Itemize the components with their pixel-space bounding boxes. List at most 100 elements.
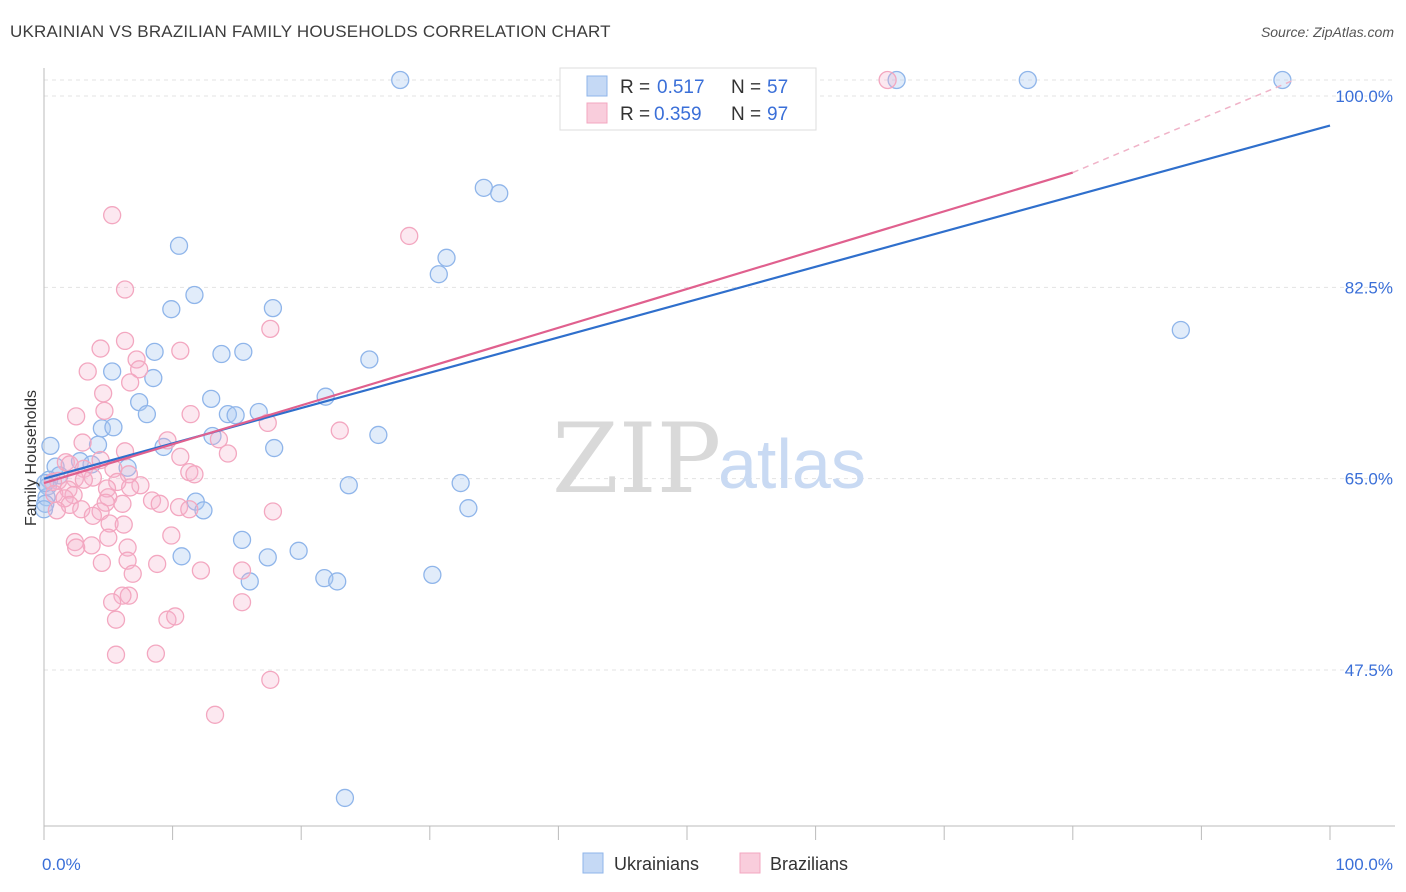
point-ukrainians-4 (474, 178, 493, 197)
point-ukrainians-30 (41, 436, 60, 456)
point-brazilians-16 (67, 407, 86, 426)
point-ukrainians-46 (451, 473, 470, 493)
point-ukrainians-13 (145, 342, 164, 361)
point-ukrainians-2 (1018, 70, 1037, 90)
point-ukrainians-17 (103, 362, 122, 381)
source-label: Source: ZipAtlas.com (1260, 24, 1394, 40)
point-ukrainians-52 (258, 548, 277, 567)
point-brazilians-23 (171, 447, 190, 466)
point-brazilians-13 (95, 401, 114, 421)
point-ukrainians-16 (360, 350, 379, 369)
y-tick-label-2: 82.5% (1345, 278, 1393, 297)
point-brazilians-75 (232, 593, 252, 612)
legend-r-label-ukrainians: R = (620, 77, 650, 98)
point-brazilians-0 (878, 70, 897, 90)
point-brazilians-81 (261, 670, 280, 689)
point-brazilians-11 (121, 373, 140, 392)
point-brazilians-55 (47, 501, 67, 520)
point-brazilians-2 (400, 226, 419, 246)
point-ukrainians-6 (169, 236, 189, 255)
point-ukrainians-53 (289, 541, 308, 560)
y-tick-label-0: 47.5% (1345, 661, 1393, 680)
point-brazilians-52 (72, 500, 91, 519)
point-brazilians-64 (67, 538, 86, 557)
point-brazilians-54 (263, 502, 283, 521)
point-ukrainians-14 (212, 344, 231, 364)
point-ukrainians-23 (218, 405, 238, 424)
point-brazilians-63 (82, 536, 101, 555)
legend-swatch-brazilians (586, 102, 608, 124)
point-brazilians-58 (100, 514, 119, 533)
point-brazilians-72 (119, 586, 139, 605)
chart-title: UKRAINIAN VS BRAZILIAN FAMILY HOUSEHOLDS… (10, 22, 611, 41)
point-brazilians-70 (123, 564, 142, 583)
legend-r-value-ukrainians: 0.517 (657, 77, 705, 98)
point-brazilians-77 (166, 607, 185, 626)
point-ukrainians-0 (391, 70, 410, 90)
point-brazilians-74 (103, 593, 122, 612)
point-brazilians-41 (59, 480, 78, 499)
y-tick-label-3: 100.0% (1335, 87, 1393, 106)
point-brazilians-73 (113, 586, 132, 605)
point-brazilians-3 (115, 280, 135, 299)
watermark: ZIP atlas (552, 403, 866, 515)
x-tick-label-0: 0.0% (42, 855, 81, 874)
point-brazilians-39 (121, 478, 140, 497)
legend-n-value-brazilians: 97 (767, 104, 788, 125)
trend-line-dashed-brazilians (1072, 80, 1292, 174)
point-ukrainians-48 (194, 501, 213, 520)
point-ukrainians-20 (202, 389, 221, 409)
axes (43, 68, 1395, 840)
point-brazilians-59 (114, 515, 133, 534)
bottom-legend: Ukrainians Brazilians (582, 852, 848, 874)
legend-r-label-brazilians: R = (620, 104, 650, 125)
point-brazilians-12 (94, 384, 113, 403)
point-brazilians-56 (83, 506, 103, 525)
point-brazilians-79 (146, 644, 166, 663)
point-brazilians-80 (106, 645, 126, 664)
point-brazilians-50 (150, 494, 169, 513)
point-brazilians-78 (106, 610, 126, 629)
point-brazilians-6 (91, 339, 110, 358)
legend-r-value-brazilians: 0.359 (654, 104, 702, 125)
point-ukrainians-8 (429, 265, 448, 284)
point-ukrainians-55 (328, 572, 347, 591)
trend-line-ukrainians (43, 124, 1331, 480)
point-ukrainians-15 (234, 342, 253, 361)
legend-n-value-ukrainians: 57 (767, 77, 788, 98)
point-ukrainians-51 (172, 547, 191, 566)
y-tick-labels: 47.5% 65.0% 82.5% 100.0% (1335, 87, 1393, 680)
point-ukrainians-7 (437, 248, 456, 267)
point-brazilians-14 (181, 405, 200, 424)
series-brazilians (43, 70, 897, 724)
point-ukrainians-50 (232, 530, 252, 550)
trend-lines (43, 80, 1331, 485)
point-ukrainians-33 (265, 438, 284, 458)
point-ukrainians-3 (1273, 70, 1292, 90)
point-brazilians-10 (78, 362, 97, 381)
point-brazilians-30 (185, 465, 204, 484)
point-ukrainians-45 (339, 476, 358, 495)
trend-line-brazilians (43, 171, 1074, 485)
point-brazilians-69 (191, 561, 211, 580)
point-brazilians-4 (261, 319, 280, 339)
x-tick-labels: 0.0% 100.0% (42, 855, 1393, 874)
point-ukrainians-24 (226, 406, 245, 425)
point-ukrainians-22 (137, 405, 157, 424)
y-tick-label-1: 65.0% (1345, 470, 1393, 489)
point-ukrainians-9 (185, 285, 204, 305)
point-brazilians-9 (130, 360, 149, 379)
point-brazilians-57 (180, 500, 199, 519)
point-ukrainians-31 (88, 435, 108, 454)
point-brazilians-48 (113, 494, 132, 513)
point-ukrainians-18 (144, 368, 163, 388)
point-ukrainians-58 (335, 788, 355, 808)
point-brazilians-60 (162, 526, 181, 545)
point-ukrainians-10 (162, 300, 181, 319)
point-ukrainians-27 (104, 418, 123, 437)
point-ukrainians-12 (1171, 320, 1190, 340)
bottom-legend-swatch-ukrainians (582, 852, 604, 874)
point-ukrainians-28 (369, 425, 388, 445)
bottom-legend-swatch-brazilians (739, 852, 761, 874)
